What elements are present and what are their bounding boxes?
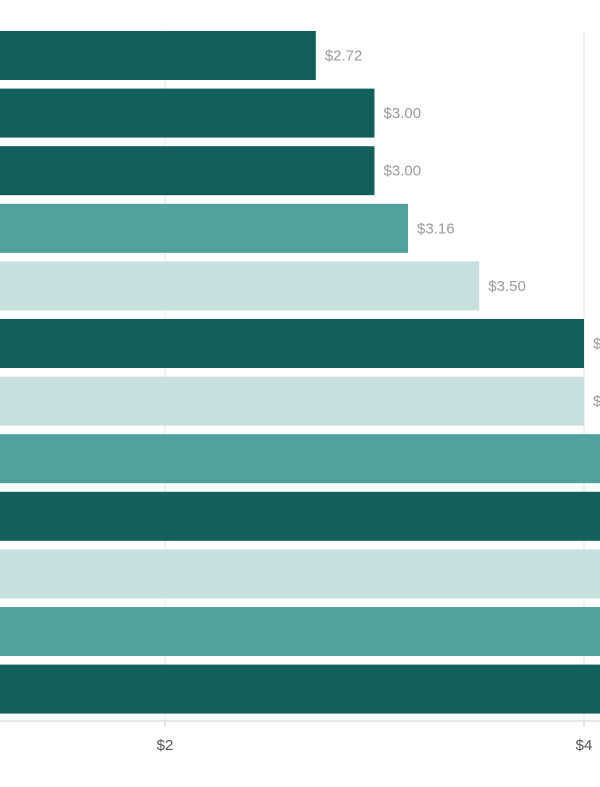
bar xyxy=(0,146,375,196)
bar xyxy=(0,491,600,541)
bar xyxy=(0,319,584,368)
gridlines xyxy=(164,30,585,721)
bar xyxy=(0,607,600,656)
x-tick-label: $4 xyxy=(576,737,593,754)
x-axis-ticks: $2 $4 xyxy=(157,721,593,754)
bar-value-label: $ xyxy=(593,336,600,353)
x-tick-label: $2 xyxy=(157,737,174,754)
bar xyxy=(0,376,584,426)
bar xyxy=(0,261,480,311)
bar xyxy=(0,203,409,253)
value-labels: $2.72 $3.00 $3.00 $3.16 $3.50 $ $ xyxy=(325,48,600,411)
bar xyxy=(0,549,600,599)
bar-value-label: $2.72 xyxy=(325,48,363,65)
bar xyxy=(0,664,600,714)
bars xyxy=(0,31,600,714)
bar xyxy=(0,31,316,80)
bar-value-label: $3.00 xyxy=(384,163,422,180)
bar-value-label: $3.50 xyxy=(488,278,526,295)
bar xyxy=(0,88,375,138)
bar-value-label: $3.00 xyxy=(384,105,422,122)
bar xyxy=(0,434,600,484)
bar-value-label: $3.16 xyxy=(417,220,455,237)
bar-value-label: $ xyxy=(593,393,600,410)
